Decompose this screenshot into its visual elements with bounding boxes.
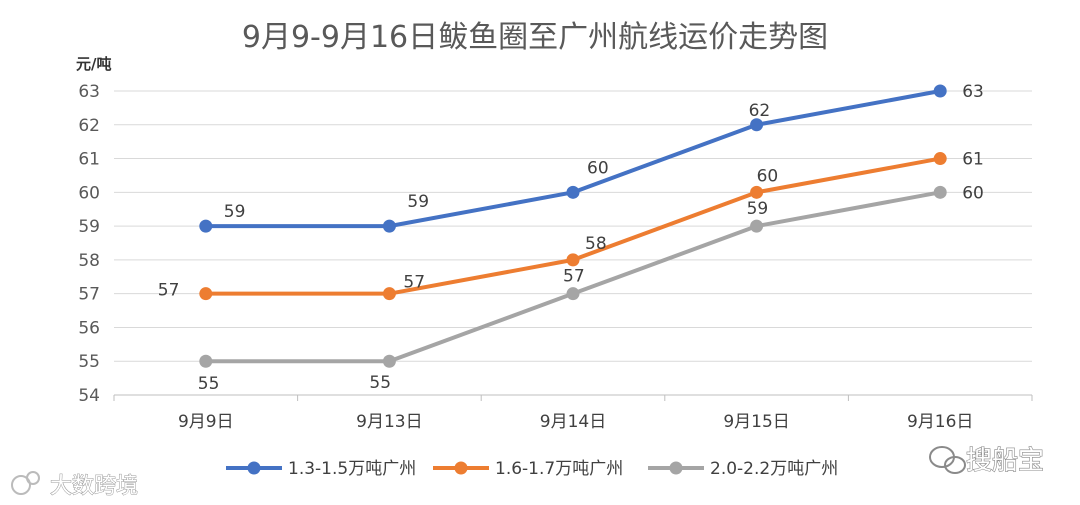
legend: 1.3-1.5万吨广州 1.6-1.7万吨广州 2.0-2.2万吨广州 [226,459,838,479]
legend-label: 1.3-1.5万吨广州 [288,459,416,479]
y-tick-label: 63 [78,82,100,102]
y-tick-label: 56 [78,318,100,338]
gridlines [114,90,1032,396]
y-tick-label: 59 [78,217,100,237]
data-point-marker [199,354,213,368]
data-label: 58 [585,234,607,254]
x-tick-label: 9月9日 [178,412,234,432]
y-tick-label: 58 [78,251,100,271]
data-point-marker [566,253,580,267]
data-label: 59 [747,199,769,219]
watermark-left: 大数跨境 [50,474,138,499]
legend-label: 1.6-1.7万吨广州 [495,459,623,479]
y-axis-unit-label: 元/吨 [76,55,111,73]
data-label: 63 [962,82,984,102]
data-label: 60 [757,166,779,186]
y-tick-label: 62 [78,116,100,136]
data-label: 62 [749,101,771,121]
legend-swatch-marker [247,461,261,475]
data-point-marker [933,84,947,98]
data-label: 57 [158,281,180,301]
x-tick-label: 9月15日 [723,412,789,432]
data-label: 61 [962,150,984,170]
data-label: 57 [403,273,425,293]
legend-swatch-marker [669,461,683,475]
x-tick-label: 9月13日 [356,412,422,432]
data-point-marker [382,287,396,301]
legend-swatch-marker [454,461,468,475]
data-point-marker [750,118,764,132]
data-point-marker [750,219,764,233]
data-label: 59 [224,202,246,222]
weibo-logo-icon [11,471,40,495]
y-tick-label: 60 [78,183,100,203]
data-point-marker [382,219,396,233]
data-point-marker [199,219,213,233]
data-point-marker [566,185,580,199]
data-point-marker [199,287,213,301]
legend-label: 2.0-2.2万吨广州 [710,459,838,479]
y-tick-label: 55 [78,352,100,372]
data-point-marker [566,287,580,301]
x-tick-label: 9月14日 [540,412,606,432]
wechat-logo-icon [929,446,966,474]
data-label: 59 [407,192,429,212]
data-point-marker [750,185,764,199]
data-point-marker [933,152,947,166]
data-point-marker [382,354,396,368]
series-lines [199,84,947,368]
x-tick-label: 9月16日 [907,412,973,432]
y-tick-label: 54 [78,386,100,406]
watermark-right: 搜船宝 [966,446,1044,476]
data-point-marker [933,185,947,199]
watermarks: 大数跨境 搜船宝 [11,445,1045,500]
data-label: 55 [198,374,220,394]
data-label: 57 [563,267,585,287]
y-tick-label: 61 [78,150,100,170]
y-tick-label: 57 [78,285,100,305]
data-label: 60 [587,158,609,178]
data-label: 55 [369,373,391,393]
chart-title: 9月9-9月16日鲅鱼圈至广州航线运价走势图 [242,20,828,55]
data-label: 60 [962,183,984,203]
